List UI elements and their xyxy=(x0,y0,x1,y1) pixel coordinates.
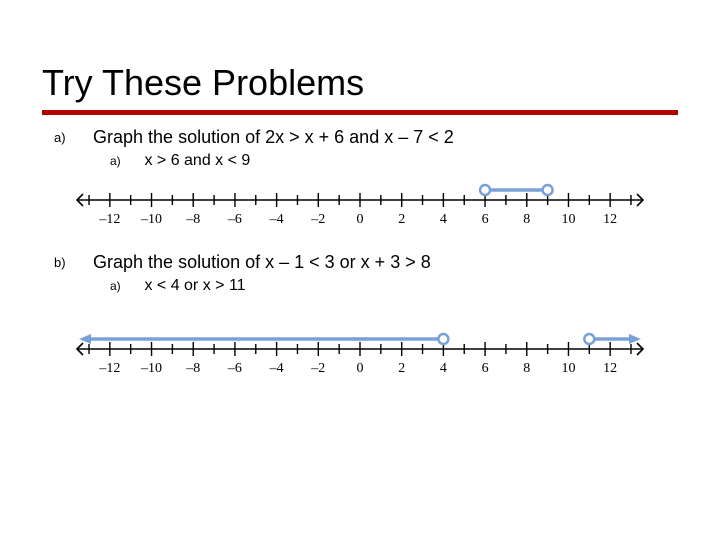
problem-a-answer-text: x > 6 and x < 9 xyxy=(144,152,250,169)
svg-text:–12: –12 xyxy=(98,361,120,376)
svg-text:2: 2 xyxy=(398,361,405,376)
svg-text:–10: –10 xyxy=(140,361,162,376)
svg-text:6: 6 xyxy=(482,212,489,227)
problem-b: b) Graph the solution of x – 1 < 3 or x … xyxy=(54,252,678,295)
svg-text:–4: –4 xyxy=(269,212,284,227)
svg-text:12: 12 xyxy=(603,361,617,376)
svg-text:–10: –10 xyxy=(140,212,162,227)
problem-b-answer-text: x < 4 or x > 11 xyxy=(144,277,245,294)
svg-text:–4: –4 xyxy=(269,361,284,376)
svg-text:2: 2 xyxy=(398,212,405,227)
problem-a-answer: a) x > 6 and x < 9 xyxy=(110,152,678,170)
numberline-1: –12 –10 –8 –6 –4 –2 0 2 4 6 8 10 12 xyxy=(75,176,645,246)
page-title: Try These Problems xyxy=(42,62,678,104)
svg-text:12: 12 xyxy=(603,212,617,227)
svg-text:10: 10 xyxy=(561,212,575,227)
title-rule xyxy=(42,110,678,115)
svg-text:–12: –12 xyxy=(98,212,120,227)
svg-text:–8: –8 xyxy=(185,361,200,376)
svg-text:–6: –6 xyxy=(227,361,242,376)
problem-a-text: Graph the solution of 2x > x + 6 and x –… xyxy=(93,127,454,147)
svg-text:6: 6 xyxy=(482,361,489,376)
problem-a: a) Graph the solution of 2x > x + 6 and … xyxy=(54,127,678,170)
problem-b-text: Graph the solution of x – 1 < 3 or x + 3… xyxy=(93,252,431,272)
problem-b-answer-label: a) xyxy=(110,277,140,293)
problem-a-answer-label: a) xyxy=(110,152,140,168)
problem-a-label: a) xyxy=(54,127,88,145)
svg-text:8: 8 xyxy=(523,212,530,227)
svg-text:10: 10 xyxy=(561,361,575,376)
numberline-2: –12 –10 –8 –6 –4 –2 0 2 4 6 8 10 12 xyxy=(75,325,645,395)
svg-text:8: 8 xyxy=(523,361,530,376)
svg-text:0: 0 xyxy=(357,361,364,376)
problem-b-answer: a) x < 4 or x > 11 xyxy=(110,277,678,295)
problem-b-label: b) xyxy=(54,252,88,270)
svg-text:–6: –6 xyxy=(227,212,242,227)
svg-text:4: 4 xyxy=(440,212,447,227)
svg-text:–8: –8 xyxy=(185,212,200,227)
svg-text:4: 4 xyxy=(440,361,447,376)
svg-text:–2: –2 xyxy=(310,361,325,376)
svg-text:0: 0 xyxy=(357,212,364,227)
svg-text:–2: –2 xyxy=(310,212,325,227)
